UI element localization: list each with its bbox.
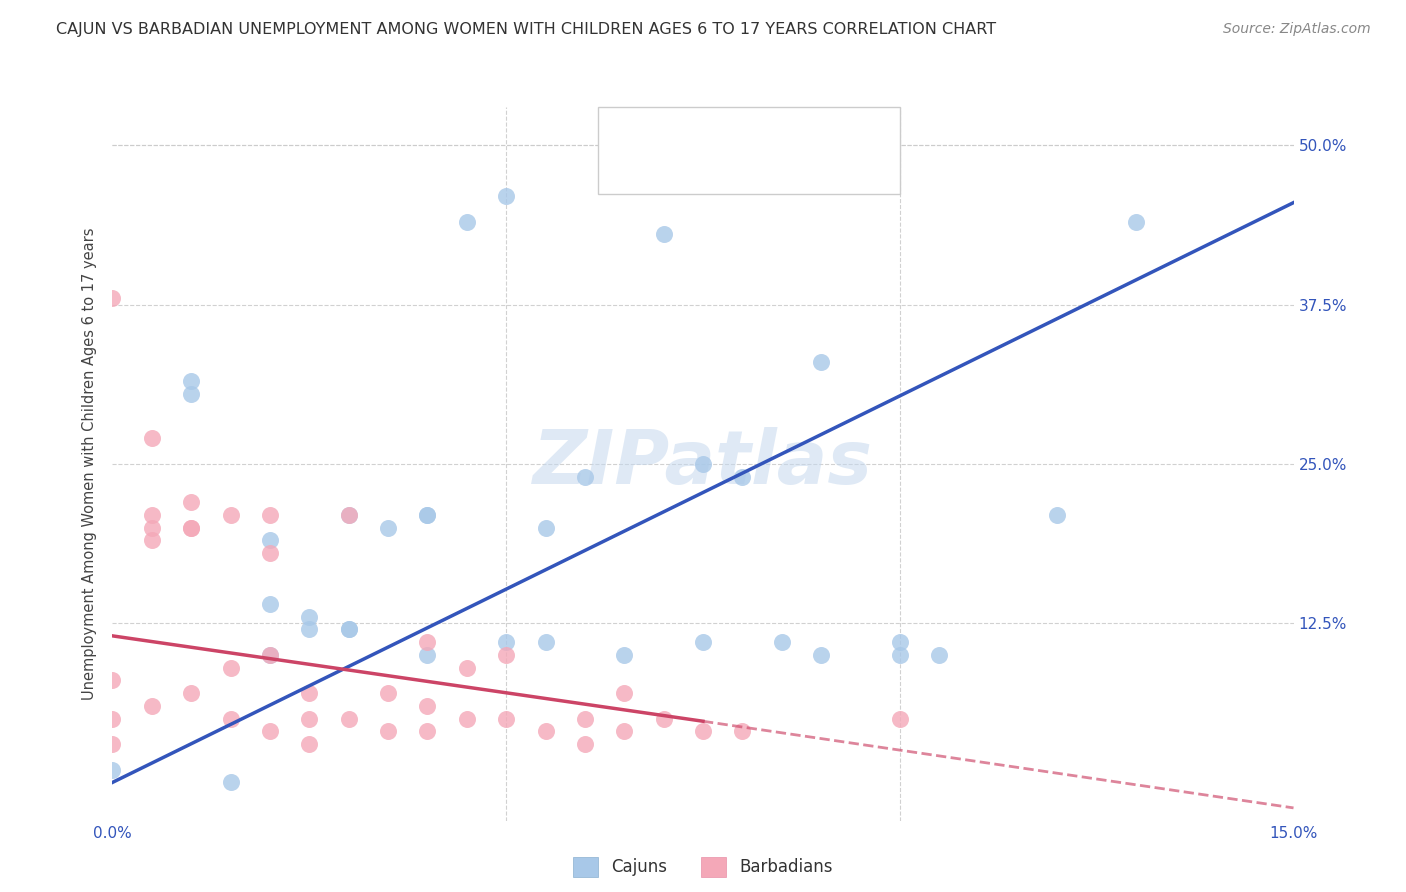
Point [259, 508, 281, 522]
Point [889, 712, 911, 726]
Text: 35: 35 [838, 112, 859, 130]
Point [692, 724, 714, 739]
Point [456, 215, 478, 229]
Point [731, 469, 754, 483]
Text: R =: R = [666, 146, 703, 164]
Legend: Cajuns, Barbadians: Cajuns, Barbadians [567, 850, 839, 884]
Point [101, 712, 124, 726]
FancyBboxPatch shape [621, 145, 652, 165]
Point [337, 508, 360, 522]
Point [377, 520, 399, 534]
Point [180, 374, 202, 388]
Text: 0.559: 0.559 [720, 112, 768, 130]
Point [219, 508, 242, 522]
Point [259, 648, 281, 662]
Point [1125, 215, 1147, 229]
Text: 43: 43 [838, 146, 859, 164]
Point [416, 508, 439, 522]
Point [180, 686, 202, 700]
Text: ZIPatlas: ZIPatlas [533, 427, 873, 500]
Point [416, 635, 439, 649]
Point [613, 686, 636, 700]
Point [416, 648, 439, 662]
Point [180, 520, 202, 534]
Point [101, 673, 124, 688]
Point [298, 712, 321, 726]
Point [456, 661, 478, 675]
Point [495, 648, 517, 662]
Point [495, 635, 517, 649]
Point [810, 648, 832, 662]
Y-axis label: Unemployment Among Women with Children Ages 6 to 17 years: Unemployment Among Women with Children A… [82, 227, 97, 700]
Point [652, 227, 675, 242]
Point [731, 724, 754, 739]
Point [416, 698, 439, 713]
Point [259, 648, 281, 662]
Text: R =: R = [666, 112, 707, 130]
Point [377, 724, 399, 739]
Text: Source: ZipAtlas.com: Source: ZipAtlas.com [1223, 22, 1371, 37]
Point [613, 648, 636, 662]
Text: N =: N = [786, 112, 834, 130]
Point [613, 724, 636, 739]
Point [534, 520, 557, 534]
Point [889, 648, 911, 662]
Text: -0.152: -0.152 [713, 146, 766, 164]
Point [889, 635, 911, 649]
Point [141, 533, 163, 548]
Point [337, 712, 360, 726]
Point [770, 635, 793, 649]
Point [259, 724, 281, 739]
Point [259, 597, 281, 611]
Point [574, 469, 596, 483]
Point [652, 712, 675, 726]
Point [141, 508, 163, 522]
Point [219, 712, 242, 726]
Point [810, 355, 832, 369]
Point [692, 635, 714, 649]
Point [141, 431, 163, 445]
Point [416, 724, 439, 739]
Point [337, 508, 360, 522]
Point [219, 661, 242, 675]
Point [574, 712, 596, 726]
FancyBboxPatch shape [621, 112, 652, 131]
Point [259, 546, 281, 560]
Point [180, 520, 202, 534]
Point [101, 737, 124, 751]
Point [692, 457, 714, 471]
Point [337, 623, 360, 637]
Point [928, 648, 950, 662]
Point [101, 291, 124, 305]
Point [574, 737, 596, 751]
Text: N =: N = [786, 146, 834, 164]
Point [259, 533, 281, 548]
Text: CAJUN VS BARBADIAN UNEMPLOYMENT AMONG WOMEN WITH CHILDREN AGES 6 TO 17 YEARS COR: CAJUN VS BARBADIAN UNEMPLOYMENT AMONG WO… [56, 22, 997, 37]
Point [495, 712, 517, 726]
Point [456, 712, 478, 726]
Point [298, 686, 321, 700]
Point [141, 520, 163, 534]
Point [298, 623, 321, 637]
Point [377, 686, 399, 700]
Point [101, 763, 124, 777]
Point [180, 386, 202, 401]
Point [416, 508, 439, 522]
Point [298, 737, 321, 751]
Point [298, 609, 321, 624]
Point [337, 623, 360, 637]
Point [141, 698, 163, 713]
Point [1046, 508, 1069, 522]
Point [534, 724, 557, 739]
Point [180, 495, 202, 509]
Point [219, 775, 242, 789]
Point [495, 189, 517, 203]
Point [534, 635, 557, 649]
